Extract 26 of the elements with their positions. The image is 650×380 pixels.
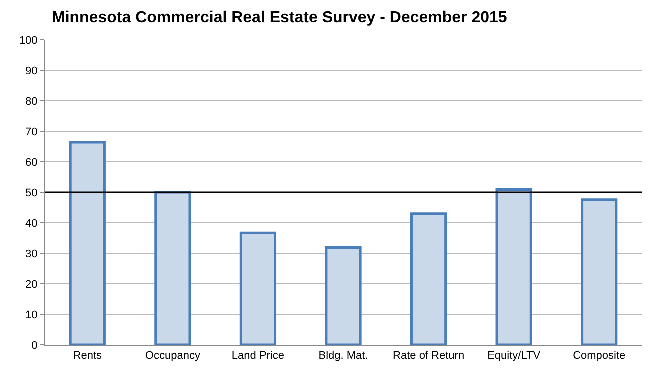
y-tick-label: 90: [26, 65, 38, 78]
x-tick-label: Bldg. Mat.: [318, 350, 368, 362]
x-tick-label: Equity/LTV: [488, 350, 542, 362]
y-tick-label: 50: [26, 187, 38, 200]
bar: [325, 246, 362, 345]
y-tick-label: 70: [26, 126, 38, 138]
bar: [496, 188, 532, 345]
bar: [69, 141, 106, 345]
y-tick-label: 100: [19, 34, 38, 47]
y-tick-label: 0: [32, 340, 38, 352]
bar: [154, 191, 192, 345]
x-tick-label: Rents: [73, 350, 102, 362]
chart-title: Minnesota Commercial Real Estate Survey - December 2015: [52, 10, 508, 27]
y-tick-label: 60: [26, 156, 38, 169]
y-tick-label: 40: [26, 218, 38, 230]
bar: [581, 198, 618, 345]
x-tick-label: Rate of Return: [393, 350, 465, 362]
bar: [410, 212, 448, 345]
y-tick-label: 80: [26, 96, 38, 108]
bar: [240, 232, 277, 345]
y-tick-label: 30: [26, 248, 38, 260]
x-tick-label: Occupancy: [145, 350, 201, 362]
x-tick-label: Composite: [573, 350, 626, 362]
y-tick-label: 10: [26, 309, 38, 322]
x-tick-label: Land Price: [232, 350, 285, 362]
y-tick-label: 20: [26, 278, 38, 291]
